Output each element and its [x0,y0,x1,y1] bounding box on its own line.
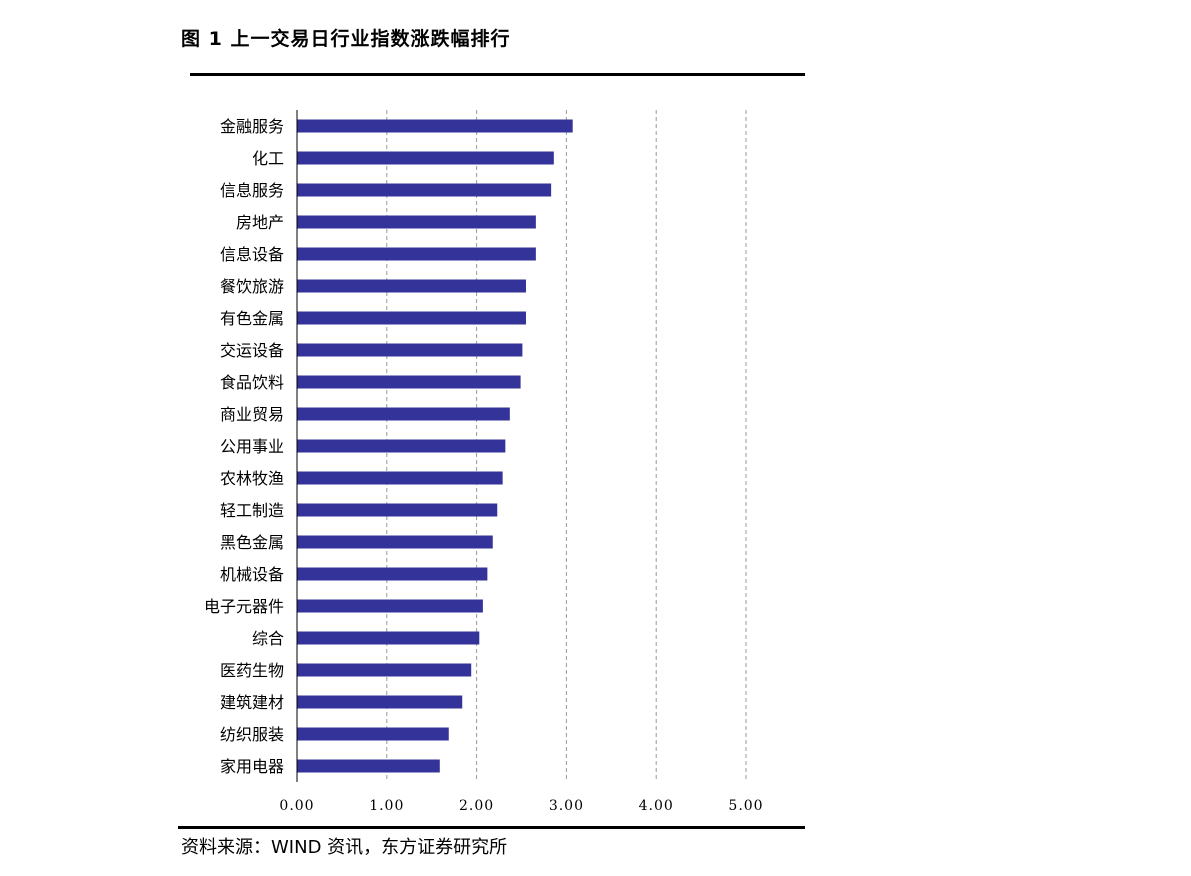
category-label: 黑色金属 [220,533,284,552]
category-label: 化工 [252,149,284,168]
bar [297,215,536,229]
x-tick-label: 4.00 [639,798,674,814]
category-label: 纺织服装 [220,725,284,744]
category-label: 建筑建材 [220,693,284,712]
bar [297,183,552,197]
bar [297,663,472,677]
category-label: 有色金属 [220,309,284,328]
x-tick-label: 0.00 [279,798,314,814]
bar [297,439,506,453]
category-label: 食品饮料 [220,373,284,392]
bar [297,279,526,293]
bar [297,151,554,165]
bar [297,311,526,325]
category-label: 电子元器件 [204,597,284,616]
category-label: 信息服务 [220,181,284,200]
bar [297,599,483,613]
bar [297,695,463,709]
category-label: 餐饮旅游 [220,277,284,296]
bar [297,503,498,517]
bar [297,567,488,581]
bar [297,631,480,645]
x-tick-label: 3.00 [549,798,584,814]
source-note: 资料来源：WIND 资讯，东方证券研究所 [181,837,508,858]
bar [297,247,536,261]
category-label: 轻工制造 [220,501,284,520]
category-label: 医药生物 [220,661,284,680]
category-label: 房地产 [236,213,284,232]
category-label: 家用电器 [220,757,284,776]
category-label: 综合 [252,629,284,648]
x-tick-label: 1.00 [369,798,404,814]
category-label: 公用事业 [220,437,284,456]
x-tick-label: 5.00 [728,798,763,814]
category-label: 金融服务 [220,117,284,136]
x-tick-label: 2.00 [459,798,494,814]
category-label: 信息设备 [220,245,284,264]
bar [297,375,521,389]
bar [297,407,510,421]
figure-title: 图 1 上一交易日行业指数涨跌幅排行 [181,28,511,50]
title-rule [190,73,805,76]
category-label: 交运设备 [220,341,284,360]
bar [297,471,503,485]
bars [297,119,573,773]
bar [297,759,440,773]
category-label: 农林牧渔 [220,469,284,488]
bar [297,727,449,741]
bar [297,535,493,549]
category-labels: 金融服务化工信息服务房地产信息设备餐饮旅游有色金属交运设备食品饮料商业贸易公用事… [204,117,284,776]
bar [297,119,573,133]
category-label: 机械设备 [220,565,284,584]
bar [297,343,523,357]
category-label: 商业贸易 [220,405,284,424]
x-tick-labels: 0.00 1.00 2.00 3.00 4.00 5.00 [279,798,763,814]
source-rule [178,826,805,829]
